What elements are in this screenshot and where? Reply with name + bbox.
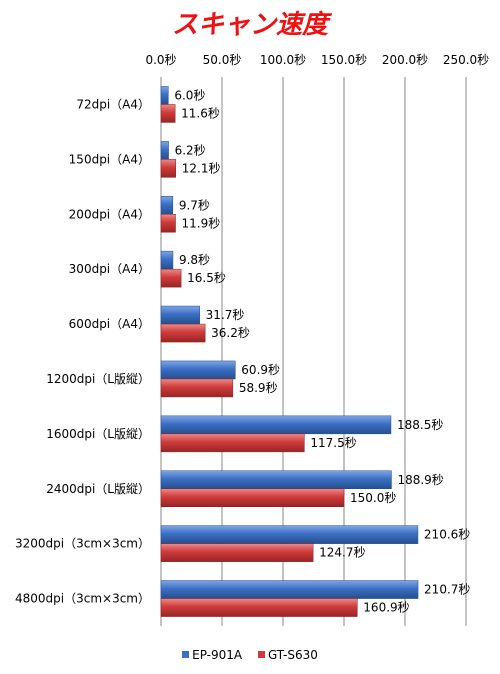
bar-gt-s630 [160,488,345,507]
legend-item-ep901a: EP-901A [182,648,242,662]
bar-ep-901a [160,141,169,160]
data-label: 58.9秒 [239,381,278,395]
bar-ep-901a [160,305,200,325]
x-tick-label: 150.0秒 [321,53,367,67]
bar-gt-s630 [160,159,177,178]
data-label: 11.9秒 [182,216,221,230]
legend: EP-901A GT-S630 [0,648,500,662]
category-label: 300dpi（A4） [69,262,150,276]
bar-gt-s630 [160,323,206,343]
bar-gt-s630 [160,378,234,398]
legend-label-gts630: GT-S630 [267,648,318,662]
data-label: 12.1秒 [182,161,221,175]
category-label: 600dpi（A4） [69,317,150,331]
bar-ep-901a [160,415,392,435]
category-label: 3200dpi（3cm×3cm） [15,537,150,551]
bar-ep-901a [160,470,392,489]
data-label: 9.8秒 [179,253,210,267]
data-label: 124.7秒 [319,546,365,560]
bar-gt-s630 [160,104,176,123]
category-label: 4800dpi（3cm×3cm） [15,592,150,606]
bar-ep-901a [160,580,419,599]
data-label: 117.5秒 [310,436,356,450]
data-label: 188.9秒 [397,473,443,487]
data-label: 210.6秒 [424,528,470,542]
data-label: 6.0秒 [174,88,205,102]
data-label: 188.5秒 [397,418,443,432]
bar-ep-901a [160,250,174,270]
bar-ep-901a [160,360,236,380]
category-label: 1600dpi（L版縦） [46,427,150,441]
bar-ep-901a [160,196,174,215]
data-label: 31.7秒 [206,308,245,322]
data-label: 160.9秒 [363,601,409,615]
legend-swatch-ep901a [182,651,190,658]
category-label: 150dpi（A4） [69,152,150,166]
data-label: 9.7秒 [179,198,210,212]
bar-gt-s630 [160,433,305,453]
data-label: 16.5秒 [187,271,226,285]
data-label: 210.7秒 [424,583,470,597]
data-label: 11.6秒 [181,106,220,120]
legend-swatch-gts630 [257,651,265,658]
x-tick-label: 100.0秒 [260,53,306,67]
bar-gt-s630 [160,268,182,288]
category-label: 200dpi（A4） [69,207,150,221]
bar-ep-901a [160,86,169,105]
legend-label-ep901a: EP-901A [192,648,243,662]
category-label: 72dpi（A4） [76,97,150,111]
bar-ep-901a [160,525,419,544]
data-label: 60.9秒 [241,363,280,377]
x-tick-label: 0.0秒 [145,53,176,67]
category-label: 1200dpi（L版縦） [46,372,150,386]
category-label: 2400dpi（L版縦） [46,482,150,496]
bar-gt-s630 [160,598,358,617]
legend-item-gts630: GT-S630 [257,648,318,662]
data-label: 36.2秒 [211,326,250,340]
x-tick-label: 250.0秒 [443,53,489,67]
bar-gt-s630 [160,214,176,233]
data-label: 6.2秒 [175,143,206,157]
x-tick-label: 200.0秒 [382,53,428,67]
x-tick-label: 50.0秒 [203,53,242,67]
bar-gt-s630 [160,543,314,562]
data-label: 150.0秒 [350,491,396,505]
chart-title: スキャン速度 [171,10,328,40]
